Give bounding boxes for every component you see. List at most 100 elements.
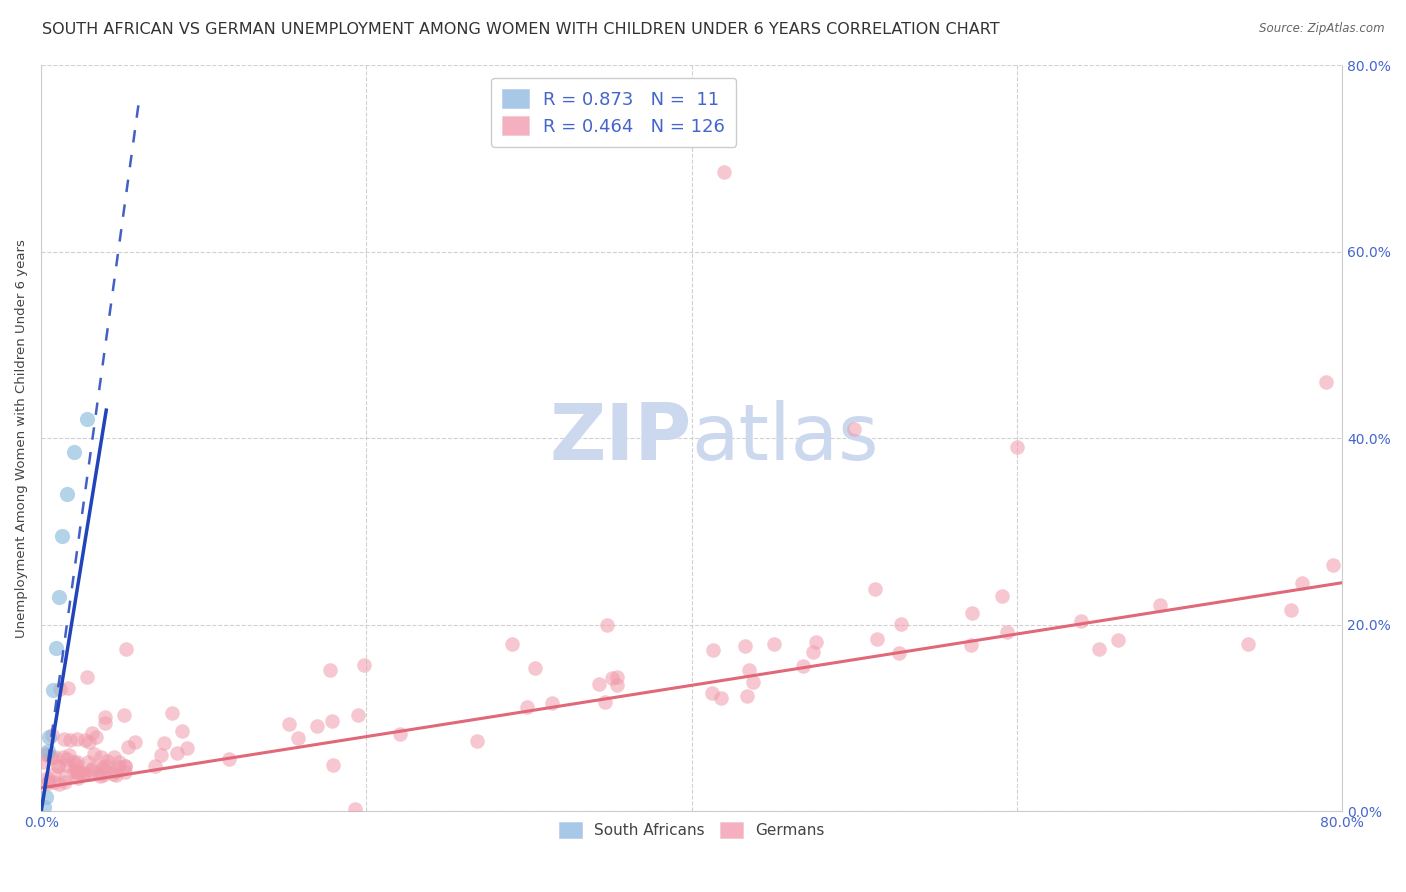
Point	[107, 756, 129, 770]
Point	[82, 761, 104, 775]
Point	[48, 590, 70, 604]
Point	[305, 719, 328, 733]
Point	[31, 755, 53, 769]
Point	[51, 529, 73, 543]
Point	[34, 747, 56, 761]
Point	[104, 764, 127, 778]
Point	[605, 678, 627, 692]
Point	[67, 764, 90, 779]
Point	[66, 771, 89, 785]
Point	[79, 764, 101, 778]
Point	[58, 681, 80, 695]
Point	[990, 590, 1012, 604]
Point	[588, 677, 610, 691]
Point	[38, 730, 60, 744]
Point	[48, 777, 70, 791]
Point	[600, 671, 623, 685]
Point	[997, 625, 1019, 640]
Point	[353, 657, 375, 672]
Point	[66, 732, 89, 747]
Point	[1237, 637, 1260, 651]
Point	[501, 637, 523, 651]
Point	[540, 697, 562, 711]
Point	[523, 661, 546, 675]
Point	[763, 637, 786, 651]
Point	[112, 707, 135, 722]
Point	[90, 750, 112, 764]
Point	[89, 769, 111, 783]
Point	[801, 646, 824, 660]
Point	[65, 758, 87, 772]
Point	[114, 759, 136, 773]
Point	[702, 686, 724, 700]
Point	[38, 748, 60, 763]
Point	[319, 663, 342, 677]
Point	[76, 670, 98, 684]
Point	[45, 640, 67, 655]
Point	[101, 767, 124, 781]
Point	[46, 759, 69, 773]
Point	[37, 743, 59, 757]
Point	[44, 775, 66, 789]
Point	[596, 617, 619, 632]
Point	[58, 748, 80, 763]
Point	[702, 643, 724, 657]
Point	[710, 690, 733, 705]
Point	[52, 732, 75, 747]
Point	[844, 422, 866, 436]
Point	[94, 716, 117, 731]
Point	[77, 735, 100, 749]
Point	[62, 445, 84, 459]
Point	[73, 765, 96, 780]
Point	[44, 750, 66, 764]
Point	[38, 774, 60, 789]
Point	[96, 754, 118, 768]
Point	[115, 642, 138, 657]
Point	[52, 750, 75, 764]
Point	[218, 752, 240, 766]
Point	[388, 727, 411, 741]
Point	[321, 714, 343, 728]
Point	[172, 723, 194, 738]
Point	[103, 750, 125, 764]
Point	[91, 759, 114, 773]
Point	[53, 775, 76, 789]
Point	[866, 632, 889, 646]
Text: ZIP: ZIP	[550, 401, 692, 476]
Point	[117, 739, 139, 754]
Point	[347, 707, 370, 722]
Point	[37, 771, 59, 785]
Point	[107, 760, 129, 774]
Point	[55, 769, 77, 783]
Point	[55, 758, 77, 772]
Point	[804, 635, 827, 649]
Point	[35, 747, 58, 762]
Point	[75, 732, 97, 747]
Point	[66, 765, 89, 780]
Point	[176, 741, 198, 756]
Point	[962, 606, 984, 620]
Point	[287, 731, 309, 745]
Point	[1070, 614, 1092, 628]
Point	[56, 487, 79, 501]
Point	[150, 747, 173, 762]
Y-axis label: Unemployment Among Women with Children Under 6 years: Unemployment Among Women with Children U…	[15, 239, 28, 638]
Point	[49, 682, 72, 697]
Point	[343, 802, 366, 816]
Point	[166, 746, 188, 760]
Point	[35, 790, 58, 805]
Point	[83, 747, 105, 761]
Point	[37, 775, 59, 789]
Point	[1322, 558, 1344, 572]
Point	[76, 412, 98, 426]
Text: SOUTH AFRICAN VS GERMAN UNEMPLOYMENT AMONG WOMEN WITH CHILDREN UNDER 6 YEARS COR: SOUTH AFRICAN VS GERMAN UNEMPLOYMENT AMO…	[42, 22, 1000, 37]
Point	[105, 768, 128, 782]
Point	[34, 799, 56, 814]
Point	[79, 766, 101, 780]
Point	[94, 763, 117, 777]
Point	[160, 706, 183, 721]
Point	[465, 734, 488, 748]
Point	[41, 751, 63, 765]
Point	[114, 759, 136, 773]
Point	[713, 165, 735, 179]
